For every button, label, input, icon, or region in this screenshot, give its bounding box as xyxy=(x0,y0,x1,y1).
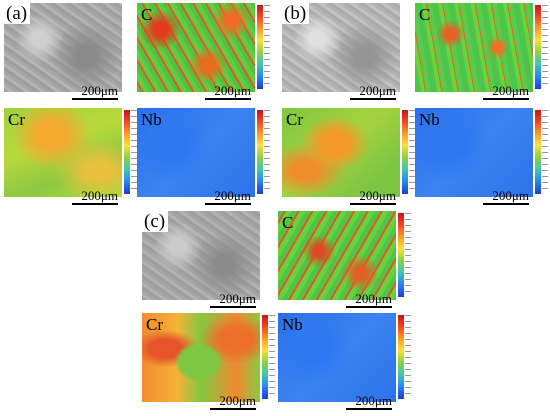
scale-bar-text: 200μm xyxy=(214,188,251,203)
element-map xyxy=(278,211,396,300)
scale-bar-line xyxy=(210,408,256,410)
panel-a-nb-map: Nb 200μm xyxy=(137,108,270,209)
element-label: Cr xyxy=(286,110,303,129)
panel-a-c-map: C 200μm xyxy=(137,3,270,104)
element-label: Nb xyxy=(419,110,440,129)
element-map xyxy=(137,3,255,92)
colorbar-ticks xyxy=(542,110,548,194)
panel-b-sem: (b) 200μm xyxy=(282,3,415,104)
colorbar-ticks xyxy=(264,5,270,89)
element-map xyxy=(137,108,255,197)
scale-bar: 200μm xyxy=(483,84,529,100)
scale-bar-line xyxy=(483,98,529,100)
panel-b-nb-map: Nb 200μm xyxy=(415,108,548,209)
scale-bar: 200μm xyxy=(346,394,392,410)
colorbar xyxy=(535,5,541,89)
panel-c-nb-map: Nb 200μm xyxy=(278,313,411,414)
colorbar-ticks xyxy=(405,315,411,399)
scale-bar: 200μm xyxy=(346,292,392,308)
colorbar xyxy=(398,315,404,399)
panel-label: (a) xyxy=(4,3,31,24)
colorbar xyxy=(402,110,408,194)
element-label: C xyxy=(141,5,153,24)
scale-bar-text: 200μm xyxy=(492,83,529,98)
scale-bar-text: 200μm xyxy=(81,188,118,203)
colorbar-ticks xyxy=(405,213,411,297)
scale-bar-line xyxy=(205,203,251,205)
scale-bar-text: 200μm xyxy=(492,188,529,203)
panel-label: (b) xyxy=(282,3,310,24)
scale-bar: 200μm xyxy=(483,189,529,205)
scale-bar: 200μm xyxy=(72,84,118,100)
scale-bar-line xyxy=(72,98,118,100)
scale-bar-text: 200μm xyxy=(355,291,392,306)
element-label: Cr xyxy=(146,315,163,334)
panel-b-cr-map: Cr 200μm xyxy=(282,108,415,209)
colorbar xyxy=(124,110,130,194)
scale-bar-text: 200μm xyxy=(81,83,118,98)
scale-bar-text: 200μm xyxy=(219,291,256,306)
element-label: Nb xyxy=(282,315,303,334)
element-map xyxy=(4,108,122,197)
scale-bar: 200μm xyxy=(205,189,251,205)
colorbar xyxy=(262,315,268,399)
panel-c-c-map: C 200μm xyxy=(278,211,411,312)
scale-bar: 200μm xyxy=(350,84,396,100)
scale-bar: 200μm xyxy=(205,84,251,100)
element-map xyxy=(282,108,400,197)
element-map xyxy=(278,313,396,402)
element-label: C xyxy=(282,213,294,232)
scale-bar-line xyxy=(350,98,396,100)
scale-bar-line xyxy=(483,203,529,205)
element-label: C xyxy=(419,5,431,24)
scale-bar-text: 200μm xyxy=(359,83,396,98)
panel-label: (c) xyxy=(142,211,169,232)
element-map xyxy=(142,313,260,402)
colorbar-ticks xyxy=(264,110,270,194)
colorbar-ticks xyxy=(409,110,415,194)
colorbar xyxy=(257,5,263,89)
panel-a-sem: (a) 200μm xyxy=(4,3,137,104)
element-label: Nb xyxy=(141,110,162,129)
scale-bar: 200μm xyxy=(350,189,396,205)
colorbar-ticks xyxy=(269,315,275,399)
panel-a-cr-map: Cr 200μm xyxy=(4,108,137,209)
panel-b-c-map: C 200μm xyxy=(415,3,548,104)
scale-bar-line xyxy=(350,203,396,205)
colorbar xyxy=(257,110,263,194)
scale-bar: 200μm xyxy=(210,292,256,308)
element-map xyxy=(415,3,533,92)
colorbar-ticks xyxy=(131,110,137,194)
colorbar xyxy=(398,213,404,297)
scale-bar-text: 200μm xyxy=(219,393,256,408)
colorbar-ticks xyxy=(542,5,548,89)
scale-bar: 200μm xyxy=(72,189,118,205)
scale-bar-text: 200μm xyxy=(359,188,396,203)
scale-bar-line xyxy=(346,306,392,308)
scale-bar: 200μm xyxy=(210,394,256,410)
colorbar xyxy=(535,110,541,194)
scale-bar-line xyxy=(72,203,118,205)
element-label: Cr xyxy=(8,110,25,129)
scale-bar-text: 200μm xyxy=(355,393,392,408)
scale-bar-line xyxy=(346,408,392,410)
scale-bar-line xyxy=(205,98,251,100)
scale-bar-line xyxy=(210,306,256,308)
element-map xyxy=(415,108,533,197)
panel-c-sem: (c) 200μm xyxy=(142,211,275,312)
panel-c-cr-map: Cr 200μm xyxy=(142,313,275,414)
scale-bar-text: 200μm xyxy=(214,83,251,98)
